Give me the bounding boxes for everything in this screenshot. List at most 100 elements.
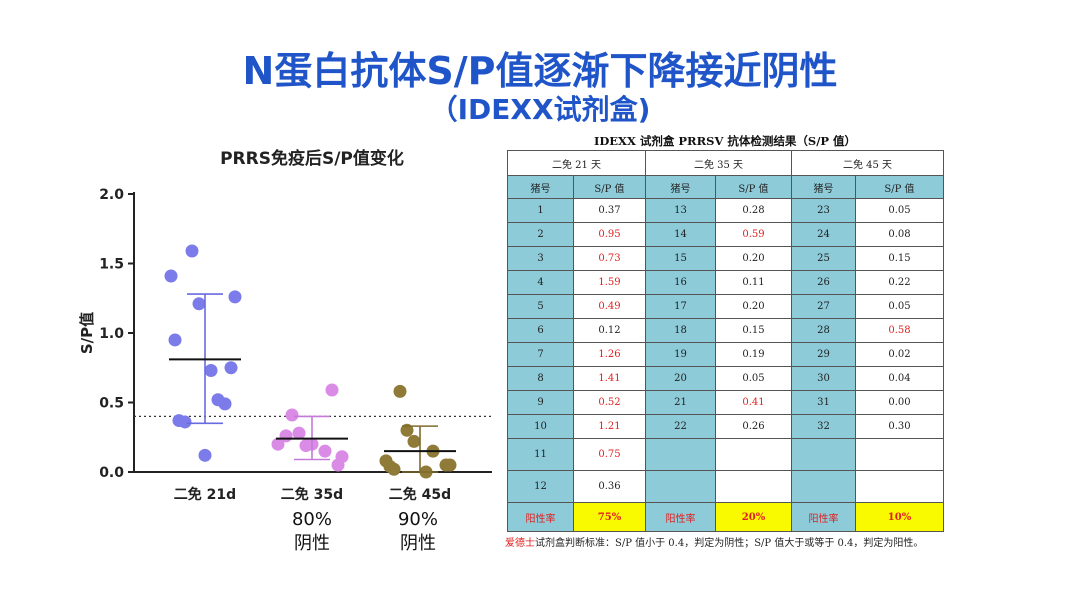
data-point [393, 384, 407, 398]
sp-value-cell: 0.02 [855, 342, 944, 367]
pig-id-cell: 26 [791, 270, 856, 295]
sp-value-chart: PRRS免疫后S/P值变化 S/P值 0.0 0.5 1.0 1.5 2.0 二免 21d 二免… [78, 148, 492, 503]
pig-id-cell: 17 [645, 294, 716, 319]
pig-id-cell: 7 [507, 342, 574, 367]
data-point [292, 426, 306, 440]
annotation-35d-label: 阴性 [294, 533, 330, 554]
data-point [271, 437, 285, 451]
col-header-id: 猪号 [791, 175, 856, 199]
pig-id-cell: 23 [791, 198, 856, 223]
x-tick-label: 二免 21d [174, 486, 236, 503]
sp-value-cell [855, 470, 944, 503]
sp-value-cell: 0.20 [715, 294, 792, 319]
table-row: 2 0.95 14 0.59 24 0.08 [507, 222, 944, 247]
sp-value-cell: 0.19 [715, 342, 792, 367]
pig-id-cell: 12 [507, 470, 574, 503]
table-caption: IDEXX 试剂盒 PRRSV 抗体检测结果（S/P 值） [593, 134, 857, 148]
table-row: 3 0.73 15 0.20 25 0.15 [507, 246, 944, 271]
table-row: 12 0.36 [507, 470, 944, 503]
pig-id-cell: 25 [791, 246, 856, 271]
note-brand: 爱德士 [505, 538, 535, 549]
data-point [407, 434, 421, 448]
sp-value-cell [715, 438, 792, 471]
positive-rate-label: 阳性率 [645, 502, 716, 532]
sp-value-cell: 0.36 [573, 470, 646, 503]
pig-id-cell: 16 [645, 270, 716, 295]
col-header-sp: S/P 值 [573, 175, 646, 199]
sp-value-cell: 0.52 [573, 390, 646, 415]
pig-id-cell: 5 [507, 294, 574, 319]
data-point [331, 458, 345, 472]
table-row: 8 1.41 20 0.05 30 0.04 [507, 366, 944, 391]
sp-value-cell: 0.15 [855, 246, 944, 271]
sp-value-cell: 0.04 [855, 366, 944, 391]
group-header: 二免 35 天 [645, 150, 792, 176]
slide-subtitle: （IDEXX试剂盒) [429, 93, 651, 126]
pig-id-cell [791, 470, 856, 503]
data-point [198, 448, 212, 462]
pig-id-cell [791, 438, 856, 471]
data-point [211, 393, 225, 407]
table-row: 10 1.21 22 0.26 32 0.30 [507, 414, 944, 439]
data-point [279, 429, 293, 443]
x-tick-label: 二免 45d [389, 486, 451, 503]
pig-id-cell: 11 [507, 438, 574, 471]
slide-title: N蛋白抗体S/P值逐渐下降接近阴性 [242, 49, 838, 93]
pig-id-cell: 19 [645, 342, 716, 367]
sp-value-cell: 0.11 [715, 270, 792, 295]
annotation-45d-label: 阴性 [400, 533, 436, 554]
col-header-sp: S/P 值 [715, 175, 792, 199]
sp-value-cell [715, 470, 792, 503]
criteria-note: 爱德士试剂盒判断标准：S/P 值小于 0.4，判定为阴性；S/P 值大于或等于 … [505, 536, 945, 552]
y-tick-label: 1.0 [99, 326, 124, 342]
pig-id-cell: 14 [645, 222, 716, 247]
sp-value-cell [855, 438, 944, 471]
data-point [168, 333, 182, 347]
table-row: 4 1.59 16 0.11 26 0.22 [507, 270, 944, 295]
annotation-35d-value: 80% [291, 509, 332, 530]
pig-id-cell: 9 [507, 390, 574, 415]
data-point [228, 290, 242, 304]
sp-value-cell: 0.15 [715, 318, 792, 343]
y-tick-label: 2.0 [99, 187, 124, 203]
y-axis-label: S/P值 [78, 312, 96, 354]
pig-id-cell: 21 [645, 390, 716, 415]
pig-id-cell: 28 [791, 318, 856, 343]
sp-value-cell: 0.95 [573, 222, 646, 247]
pig-id-cell: 22 [645, 414, 716, 439]
sp-value-cell: 0.00 [855, 390, 944, 415]
col-header-sp: S/P 值 [855, 175, 944, 199]
table-row: 9 0.52 21 0.41 31 0.00 [507, 390, 944, 415]
sp-value-cell: 1.21 [573, 414, 646, 439]
table-row: 11 0.75 [507, 438, 944, 471]
data-point [224, 361, 238, 375]
sp-value-cell: 0.30 [855, 414, 944, 439]
chart-title: PRRS免疫后S/P值变化 [220, 148, 404, 169]
sp-value-cell: 0.75 [573, 438, 646, 471]
annotation-45d-value: 90% [397, 509, 438, 530]
pig-id-cell: 13 [645, 198, 716, 223]
pig-id-cell: 4 [507, 270, 574, 295]
col-header-id: 猪号 [645, 175, 716, 199]
note-text: 试剂盒判断标准：S/P 值小于 0.4，判定为阴性；S/P 值大于或等于 0.4… [535, 538, 924, 549]
results-table: 二免 21 天二免 35 天二免 45 天猪号 S/P 值猪号 S/P 值猪号 S/P… [507, 150, 944, 532]
table-row: 1 0.37 13 0.28 23 0.05 [507, 198, 944, 223]
col-header-id: 猪号 [507, 175, 574, 199]
pig-id-cell: 18 [645, 318, 716, 343]
sp-value-cell: 0.05 [715, 366, 792, 391]
sp-value-cell: 1.26 [573, 342, 646, 367]
data-point [400, 423, 414, 437]
pig-id-cell: 20 [645, 366, 716, 391]
group-header: 二免 21 天 [507, 150, 646, 176]
data-point [185, 244, 199, 258]
pig-id-cell: 24 [791, 222, 856, 247]
pig-id-cell: 8 [507, 366, 574, 391]
sp-value-cell: 0.12 [573, 318, 646, 343]
results-table-panel: IDEXX 试剂盒 PRRSV 抗体检测结果（S/P 值） 二免 21 天二免 … [505, 132, 945, 552]
pig-id-cell: 1 [507, 198, 574, 223]
data-point [299, 439, 313, 453]
annotation-45d: 90% 阴性 [386, 508, 450, 556]
data-point [285, 408, 299, 422]
sp-value-cell: 0.49 [573, 294, 646, 319]
sp-value-cell: 0.58 [855, 318, 944, 343]
